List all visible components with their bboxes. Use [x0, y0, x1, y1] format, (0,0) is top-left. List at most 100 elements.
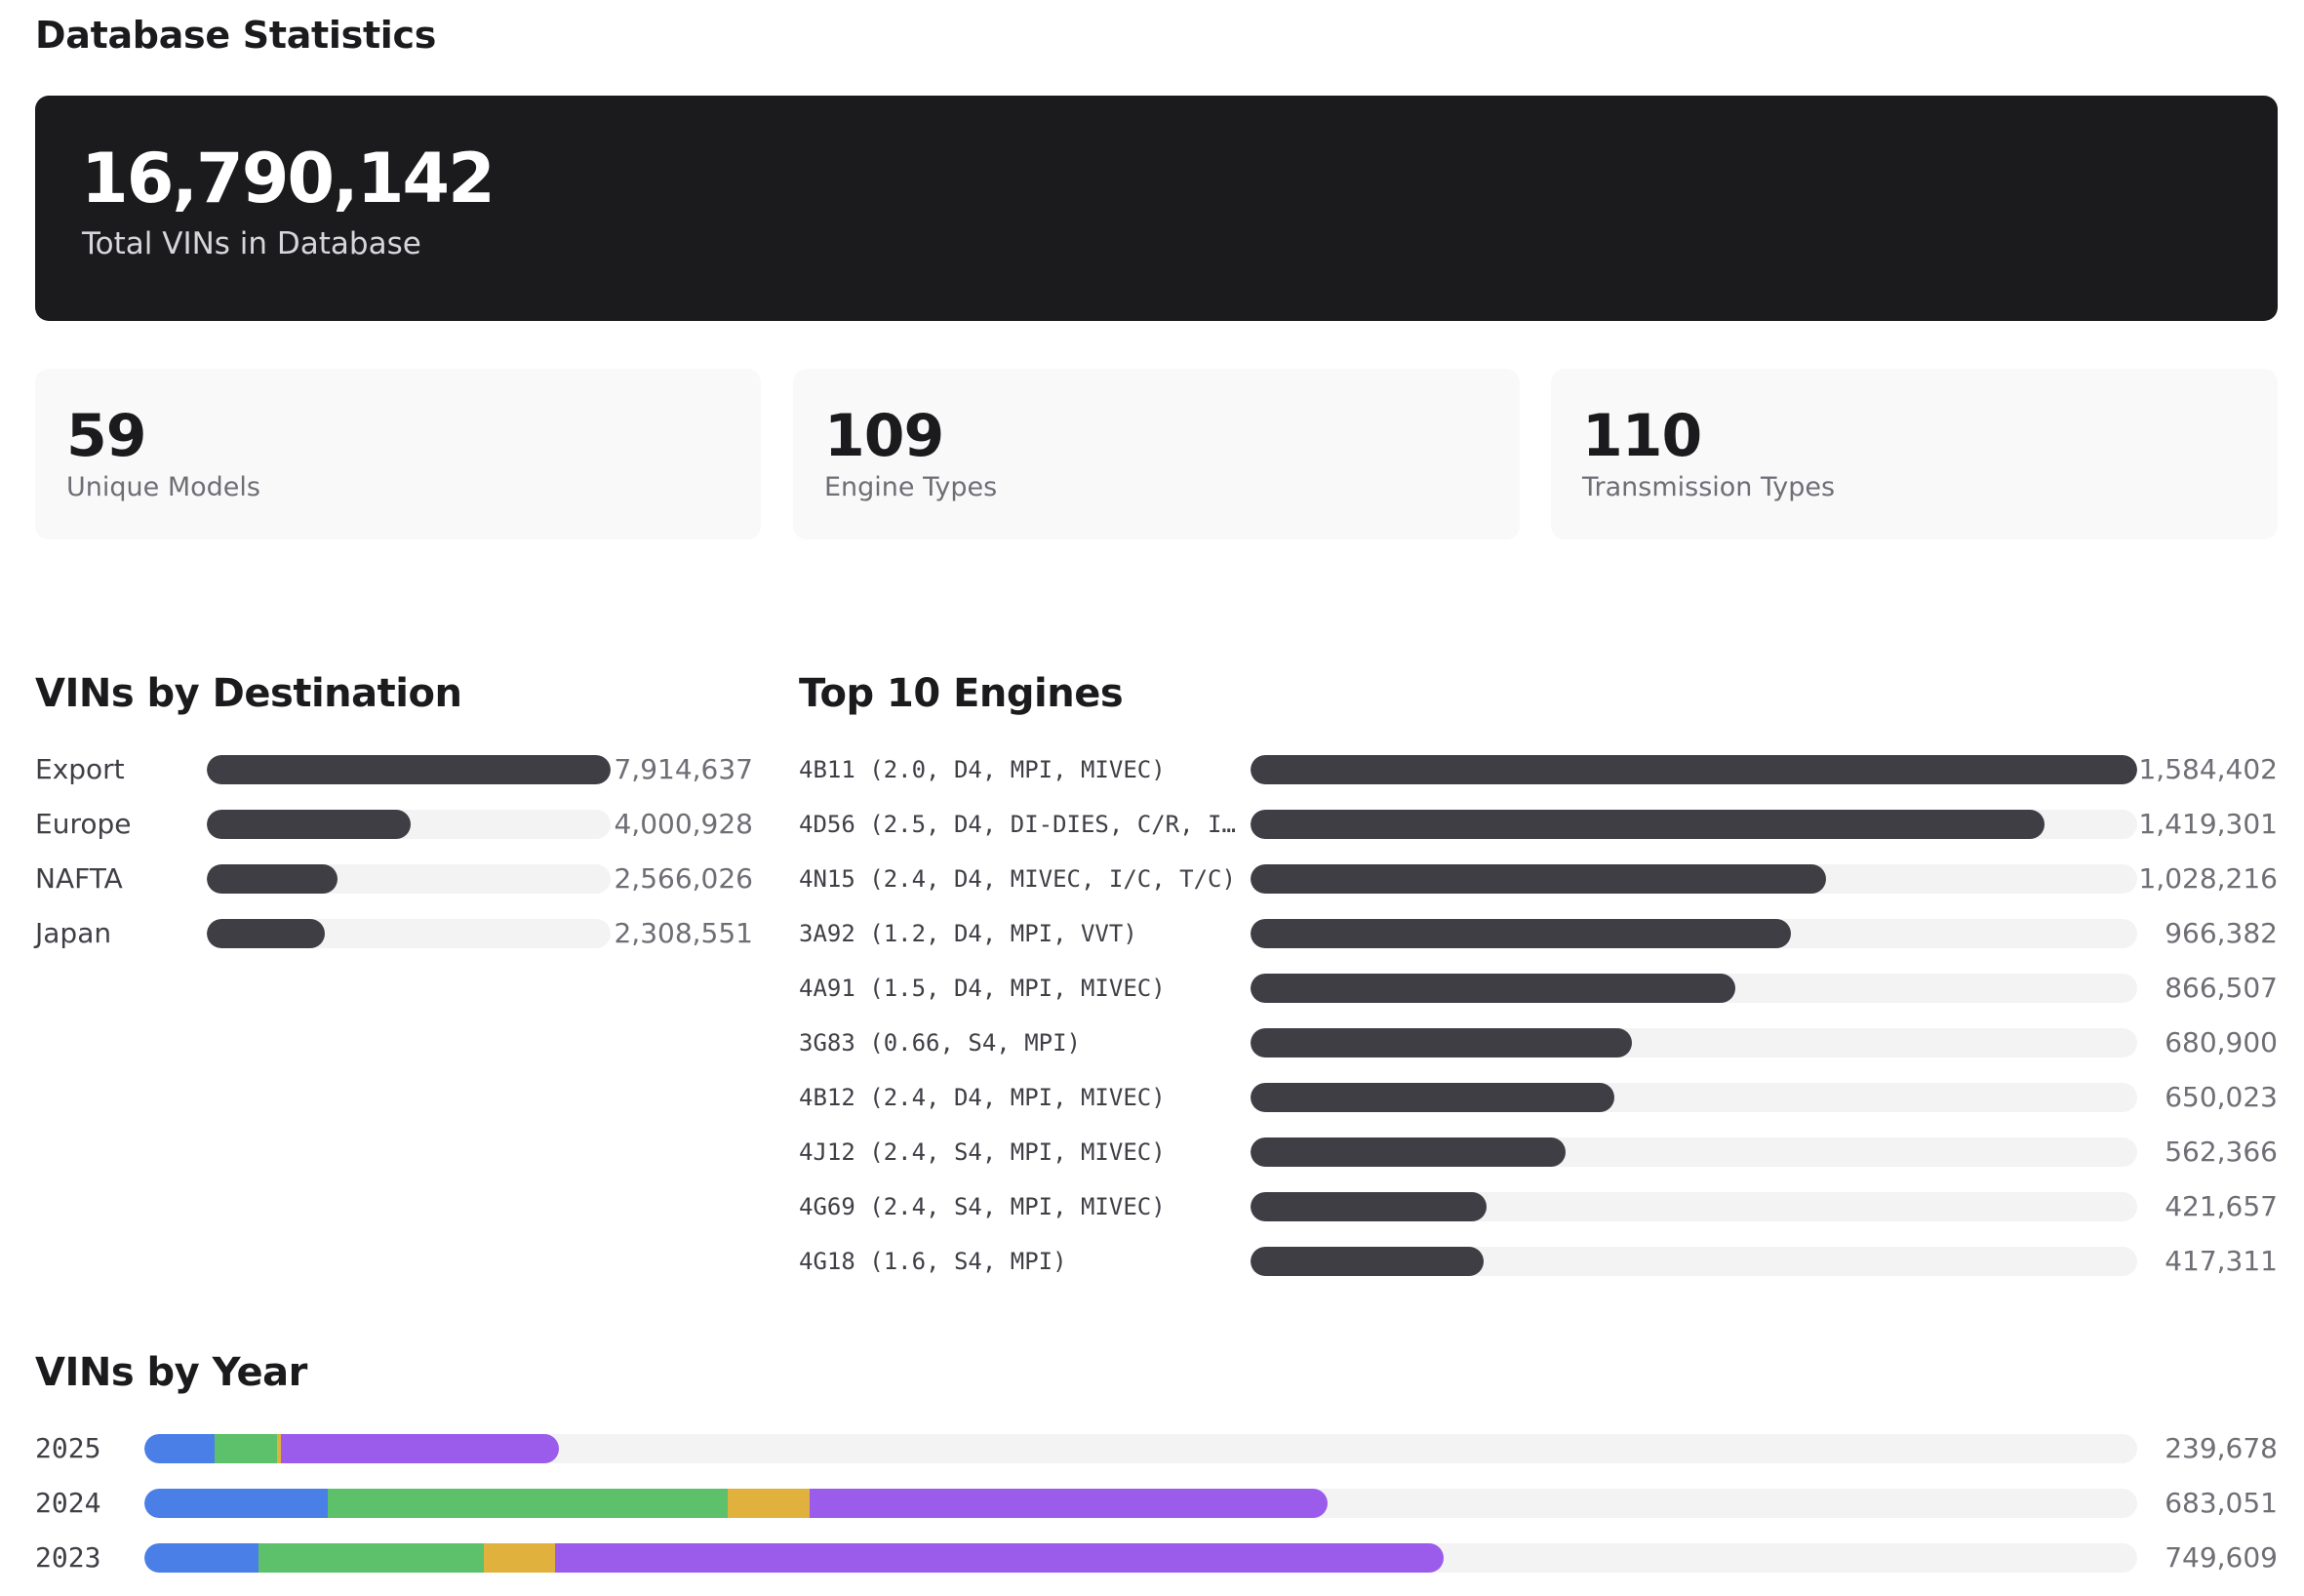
stat-value: 110 [1582, 402, 1702, 470]
engine-label: 4D56 (2.5, D4, DI-DIES, C/R, I… [799, 811, 1236, 838]
engine-label: 4J12 (2.4, S4, MPI, MIVEC) [799, 1138, 1166, 1166]
engine-bar-track [1251, 919, 2137, 948]
engine-bar-track [1251, 1247, 2137, 1276]
destination-row: Europe 4,000,928 [35, 805, 753, 844]
engine-row: 4A91 (1.5, D4, MPI, MIVEC) 866,507 [799, 969, 2278, 1008]
engine-label: 4G69 (2.4, S4, MPI, MIVEC) [799, 1193, 1166, 1220]
engine-row: 3G83 (0.66, S4, MPI) 680,900 [799, 1023, 2278, 1062]
engine-bar-fill [1251, 1247, 1485, 1276]
destination-bar-track [207, 864, 611, 894]
year-label: 2024 [35, 1487, 101, 1519]
engine-value: 562,366 [2165, 1136, 2278, 1168]
engine-bar-fill [1251, 919, 1792, 948]
engines-section-title: Top 10 Engines [799, 671, 1124, 716]
engine-row: 3A92 (1.2, D4, MPI, VVT) 966,382 [799, 914, 2278, 953]
destination-label: Japan [35, 917, 112, 949]
engine-value: 650,023 [2165, 1081, 2278, 1113]
engine-bar-track [1251, 974, 2137, 1003]
engine-label: 4N15 (2.4, D4, MIVEC, I/C, T/C) [799, 865, 1236, 893]
year-bar-segment [809, 1489, 1329, 1518]
destination-bar-track [207, 810, 611, 839]
engine-row: 4B12 (2.4, D4, MPI, MIVEC) 650,023 [799, 1078, 2278, 1117]
engine-row: 4B11 (2.0, D4, MPI, MIVEC) 1,584,402 [799, 750, 2278, 789]
engine-label: 4A91 (1.5, D4, MPI, MIVEC) [799, 975, 1166, 1002]
engine-bar-track [1251, 1137, 2137, 1167]
stat-label: Engine Types [824, 472, 998, 502]
engine-value: 680,900 [2165, 1026, 2278, 1058]
total-vins-label: Total VINs in Database [82, 226, 421, 261]
year-bar-segment [276, 1434, 282, 1463]
engine-value: 417,311 [2165, 1245, 2278, 1277]
destination-label: NAFTA [35, 862, 123, 895]
destination-value: 7,914,637 [614, 753, 753, 785]
engine-bar-fill [1251, 810, 2046, 839]
stat-value: 109 [824, 402, 944, 470]
years-section-title: VINs by Year [35, 1350, 307, 1395]
year-row: 2023 749,609 [35, 1538, 2278, 1577]
engine-label: 4B12 (2.4, D4, MPI, MIVEC) [799, 1084, 1166, 1111]
engine-bar-track [1251, 1083, 2137, 1112]
year-value: 239,678 [2165, 1432, 2278, 1464]
engine-bar-fill [1251, 974, 1736, 1003]
destination-bar-fill [207, 755, 611, 784]
engine-bar-fill [1251, 1137, 1566, 1167]
engine-bar-track [1251, 1192, 2137, 1221]
engine-bar-track [1251, 755, 2137, 784]
year-bar-segment [727, 1489, 810, 1518]
engine-bar-fill [1251, 755, 2137, 784]
year-bar-segment [281, 1434, 559, 1463]
destination-bar-fill [207, 810, 412, 839]
year-bar-track [144, 1489, 2137, 1518]
engine-value: 1,584,402 [2138, 753, 2278, 785]
engine-bar-track [1251, 1028, 2137, 1057]
year-bar-segment [483, 1543, 556, 1573]
destination-value: 4,000,928 [614, 808, 753, 840]
destination-bar-track [207, 919, 611, 948]
engine-row: 4D56 (2.5, D4, DI-DIES, C/R, I… 1,419,301 [799, 805, 2278, 844]
year-bar-segment [144, 1434, 216, 1463]
engine-bar-track [1251, 810, 2137, 839]
stat-value: 59 [66, 402, 146, 470]
stat-label: Unique Models [66, 472, 260, 502]
engine-value: 1,419,301 [2138, 808, 2278, 840]
engine-bar-fill [1251, 1028, 1632, 1057]
year-value: 683,051 [2165, 1487, 2278, 1519]
destination-section-title: VINs by Destination [35, 671, 462, 716]
year-label: 2023 [35, 1541, 101, 1574]
engine-value: 966,382 [2165, 917, 2278, 949]
destination-bar-track [207, 755, 611, 784]
destination-row: Export 7,914,637 [35, 750, 753, 789]
destination-value: 2,566,026 [614, 862, 753, 895]
destination-value: 2,308,551 [614, 917, 753, 949]
engine-row: 4N15 (2.4, D4, MIVEC, I/C, T/C) 1,028,216 [799, 859, 2278, 898]
year-bar-segment [215, 1434, 277, 1463]
engine-bar-track [1251, 864, 2137, 894]
destination-bar-fill [207, 864, 338, 894]
engine-value: 866,507 [2165, 972, 2278, 1004]
engine-label: 3A92 (1.2, D4, MPI, VVT) [799, 920, 1137, 947]
year-bar-track [144, 1543, 2137, 1573]
destination-label: Export [35, 753, 125, 785]
year-bar-track [144, 1434, 2137, 1463]
destination-bar-fill [207, 919, 325, 948]
year-bar-segment [555, 1543, 1445, 1573]
destination-row: Japan 2,308,551 [35, 914, 753, 953]
engine-value: 421,657 [2165, 1190, 2278, 1222]
page-title: Database Statistics [35, 14, 437, 57]
total-vins-value: 16,790,142 [81, 139, 496, 219]
stat-label: Transmission Types [1582, 472, 1836, 502]
year-bar-segment [258, 1543, 484, 1573]
year-row: 2025 239,678 [35, 1429, 2278, 1468]
engine-row: 4J12 (2.4, S4, MPI, MIVEC) 562,366 [799, 1133, 2278, 1172]
engine-row: 4G18 (1.6, S4, MPI) 417,311 [799, 1242, 2278, 1281]
engine-label: 4B11 (2.0, D4, MPI, MIVEC) [799, 756, 1166, 783]
year-stacked-bar [144, 1434, 559, 1463]
year-stacked-bar [144, 1543, 1445, 1573]
year-stacked-bar [144, 1489, 1329, 1518]
year-row: 2024 683,051 [35, 1484, 2278, 1523]
engine-label: 4G18 (1.6, S4, MPI) [799, 1248, 1067, 1275]
stat-card-unique-models: 59 Unique Models [35, 369, 761, 539]
destination-row: NAFTA 2,566,026 [35, 859, 753, 898]
total-vins-card: 16,790,142 Total VINs in Database [35, 96, 2278, 321]
year-label: 2025 [35, 1432, 101, 1464]
